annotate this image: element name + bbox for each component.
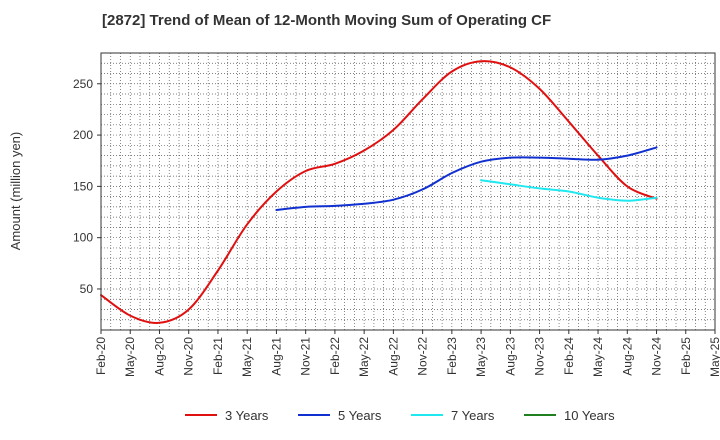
plot-background: [101, 53, 715, 330]
x-tick-label: Feb-22: [328, 337, 342, 375]
x-tick-label: Nov-24: [650, 337, 664, 376]
chart-title: [2872] Trend of Mean of 12-Month Moving …: [102, 12, 552, 29]
x-tick-label: Aug-20: [152, 337, 166, 376]
y-tick-label: 100: [73, 231, 93, 245]
x-tick-label: Feb-25: [679, 337, 693, 375]
x-tick-label: May-20: [123, 337, 137, 377]
y-tick-label: 150: [73, 179, 93, 193]
x-tick-label: Aug-22: [386, 337, 400, 376]
x-tick-label: Feb-20: [94, 337, 108, 375]
y-tick-label: 50: [80, 282, 94, 296]
legend-label-5-years: 5 Years: [338, 408, 382, 423]
x-tick-label: Nov-20: [182, 337, 196, 376]
series-line-7-years: [480, 179, 658, 202]
x-axis-ticks: Feb-20 May-20 Aug-20 Nov-20 Feb-21 May-21 Aug-…: [94, 330, 720, 377]
x-tick-label: Feb-24: [562, 337, 576, 375]
x-tick-label: May-24: [591, 337, 605, 377]
x-tick-label: Nov-23: [533, 337, 547, 376]
legend-label-10-years: 10 Years: [564, 408, 615, 423]
series-line-3-years: [100, 60, 658, 324]
x-tick-label: Aug-24: [620, 337, 634, 376]
x-tick-label: May-25: [708, 337, 720, 377]
x-tick-label: May-21: [240, 337, 254, 377]
legend: 3 Years 5 Years 7 Years 10 Years: [185, 408, 615, 423]
x-tick-label: Nov-22: [416, 337, 430, 376]
y-axis-ticks: 50 100 150 200 250: [73, 77, 101, 296]
series-lines: [100, 60, 658, 324]
x-tick-label: Aug-21: [269, 337, 283, 376]
y-axis-label: Amount (million yen): [8, 132, 23, 251]
series-line-5-years: [275, 146, 658, 211]
x-tick-label: Nov-21: [299, 337, 313, 376]
x-tick-label: May-23: [474, 337, 488, 377]
legend-label-3-years: 3 Years: [225, 408, 269, 423]
x-tick-label: May-22: [357, 337, 371, 377]
y-tick-label: 200: [73, 128, 93, 142]
x-tick-label: Feb-23: [445, 337, 459, 375]
x-tick-label: Feb-21: [211, 337, 225, 375]
x-tick-label: Aug-23: [503, 337, 517, 376]
grid-lines: [101, 53, 715, 330]
legend-label-7-years: 7 Years: [451, 408, 495, 423]
y-tick-label: 250: [73, 77, 93, 91]
plot-frame: [100, 52, 716, 331]
